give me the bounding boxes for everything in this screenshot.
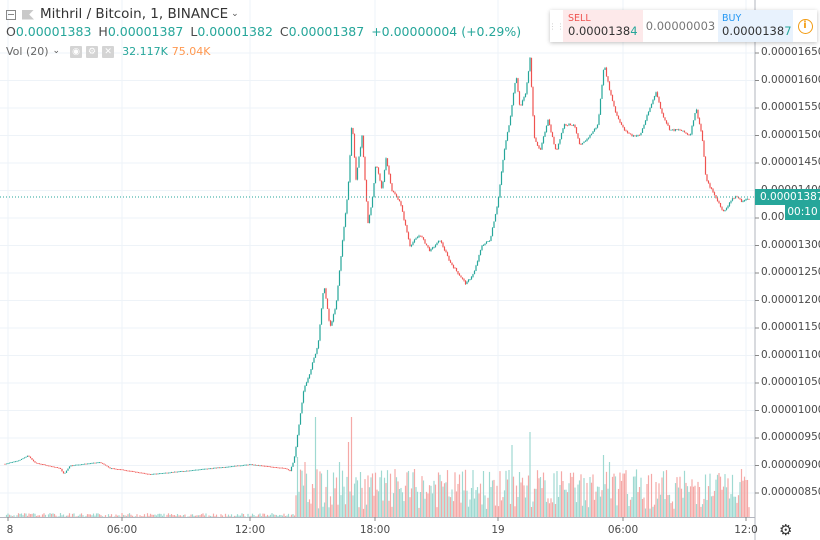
chart-settings-gear-icon[interactable]: ⚙	[779, 521, 793, 539]
flag-icon[interactable]	[22, 9, 34, 20]
open-value: 0.00001383	[15, 24, 92, 39]
time-tick-label: 06:00	[607, 524, 639, 536]
price-tick-label: 0.00000850	[761, 486, 820, 498]
symbol-title[interactable]: Mithril / Bitcoin, 1, BINANCE	[40, 6, 229, 22]
price-tick-label: 0.00001150	[761, 321, 820, 333]
low-value: 0.00001382	[197, 24, 273, 39]
price-tick-label: 0.00001050	[761, 376, 820, 388]
drag-handle-icon[interactable]: ⋮⋮	[548, 21, 565, 31]
price-tick-label: 0.00001000	[761, 403, 820, 416]
price-tick-label: 0.00001650	[761, 46, 820, 58]
chart-grid	[0, 0, 755, 517]
sell-button[interactable]: SELL 0.00001384	[563, 10, 643, 42]
price-tick-label: 0.00001300	[761, 238, 820, 251]
collapse-legend-icon[interactable]	[6, 9, 16, 20]
remove-icon[interactable]: ✕	[102, 45, 115, 58]
close-value: 0.00001387	[288, 24, 365, 39]
candlesticks	[4, 57, 750, 475]
volume-bars	[4, 417, 750, 517]
buy-button[interactable]: BUY 0.00001387	[718, 10, 793, 42]
volume-legend: Vol (20) ⌄ ◉ ⚙ ✕ 32.117K 75.04K	[6, 43, 528, 60]
time-tick-label: 18:00	[359, 524, 391, 536]
spread-value: 0.00000003	[645, 19, 716, 33]
price-tick-label: 0.00001450	[761, 156, 820, 168]
info-button[interactable]: i	[793, 10, 817, 42]
change-value: +0.00000004 (+0.29%)	[371, 24, 522, 39]
price-tick-label: 0.00000900	[761, 458, 820, 471]
volume-label[interactable]: Vol (20)	[6, 45, 49, 58]
price-tick-label: 0.00001600	[761, 73, 820, 86]
time-tick-label: 8	[6, 524, 14, 536]
eye-icon[interactable]: ◉	[70, 45, 83, 58]
price-tick-label: 0.00001500	[761, 128, 820, 141]
price-tick-label: 0.00001200	[761, 293, 820, 306]
price-tick-label: 0.00001550	[761, 101, 820, 113]
axis-ticks	[7, 52, 759, 521]
chart-legend: Mithril / Bitcoin, 1, BINANCE ⌄ O0.00001…	[6, 6, 528, 60]
bar-countdown: 00:10	[785, 205, 820, 220]
time-tick-label: 12:00	[234, 524, 266, 536]
ohlc-values: O0.00001383 H0.00001387 L0.00001382 C0.0000…	[6, 24, 522, 39]
trade-panel: ⋮⋮ SELL 0.00001384 0.00000003 BUY 0.0000…	[548, 10, 817, 42]
high-value: 0.00001387	[107, 24, 184, 39]
volume-ma-value: 75.04K	[171, 45, 211, 58]
current-price-tag: 0.00001387	[755, 189, 820, 205]
time-tick-label: 12:0	[734, 524, 758, 536]
info-icon: i	[797, 18, 813, 34]
chevron-down-icon[interactable]: ⌄	[231, 9, 239, 19]
price-tick-label: 0.00001100	[761, 348, 820, 361]
time-tick-label: 19	[491, 524, 505, 536]
time-tick-label: 06:00	[106, 524, 138, 536]
volume-value: 32.117K	[122, 45, 168, 58]
settings-icon[interactable]: ⚙	[86, 45, 99, 58]
price-tick-label: 0.00000950	[761, 431, 820, 443]
price-tick-label: 0.00001250	[761, 266, 820, 278]
volume-chevron-icon[interactable]: ⌄	[52, 46, 61, 56]
